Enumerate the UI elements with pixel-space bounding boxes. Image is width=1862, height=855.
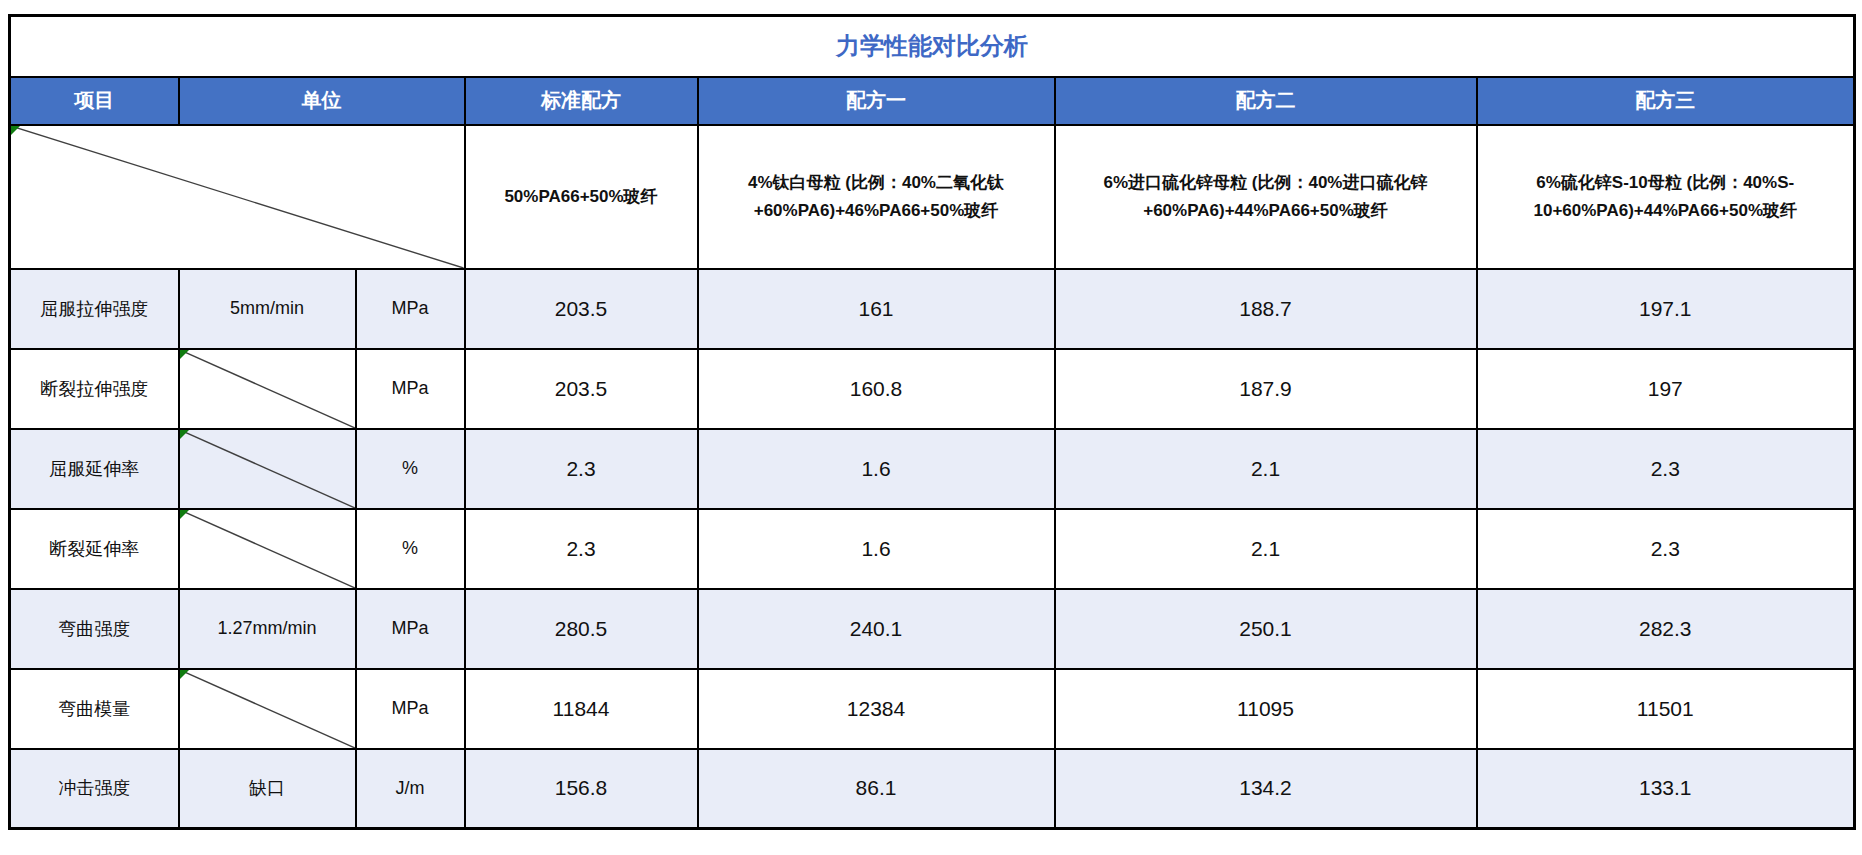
diagonal-line-icon bbox=[11, 126, 464, 268]
value-cell-formula-1: 240.1 bbox=[698, 589, 1055, 669]
diagonal-empty-cell bbox=[179, 509, 356, 589]
row-label: 屈服拉伸强度 bbox=[10, 269, 179, 349]
formula-1-description: 4%钛白母粒 (比例：40%二氧化钛+60%PA6)+46%PA66+50%玻纤 bbox=[698, 125, 1055, 269]
value-cell-formula-1: 161 bbox=[698, 269, 1055, 349]
row-label: 弯曲模量 bbox=[10, 669, 179, 749]
row-label: 冲击强度 bbox=[10, 749, 179, 829]
value-cell-formula-2: 11095 bbox=[1055, 669, 1477, 749]
value-cell-standard: 2.3 bbox=[465, 429, 698, 509]
diagonal-line-icon bbox=[180, 430, 355, 508]
test-condition-cell: 1.27mm/min bbox=[179, 589, 356, 669]
value-cell-formula-2: 134.2 bbox=[1055, 749, 1477, 829]
value-cell-formula-1: 160.8 bbox=[698, 349, 1055, 429]
value-cell-formula-1: 86.1 bbox=[698, 749, 1055, 829]
unit-cell: J/m bbox=[356, 749, 465, 829]
diagonal-empty-cell bbox=[179, 669, 356, 749]
column-header-item: 项目 bbox=[10, 77, 179, 125]
value-cell-formula-2: 2.1 bbox=[1055, 429, 1477, 509]
value-cell-standard: 2.3 bbox=[465, 509, 698, 589]
value-cell-formula-3: 2.3 bbox=[1477, 429, 1855, 509]
value-cell-formula-3: 197.1 bbox=[1477, 269, 1855, 349]
value-cell-formula-2: 250.1 bbox=[1055, 589, 1477, 669]
formula-2-description: 6%进口硫化锌母粒 (比例：40%进口硫化锌+60%PA6)+44%PA66+5… bbox=[1055, 125, 1477, 269]
value-cell-standard: 156.8 bbox=[465, 749, 698, 829]
value-cell-standard: 203.5 bbox=[465, 269, 698, 349]
value-cell-formula-3: 2.3 bbox=[1477, 509, 1855, 589]
column-header-formula-1: 配方一 bbox=[698, 77, 1055, 125]
column-header-formula-2: 配方二 bbox=[1055, 77, 1477, 125]
formula-3-description: 6%硫化锌S-10母粒 (比例：40%S-10+60%PA6)+44%PA66+… bbox=[1477, 125, 1855, 269]
column-header-formula-3: 配方三 bbox=[1477, 77, 1855, 125]
cell-flag-icon bbox=[180, 350, 189, 359]
diagonal-line-icon bbox=[180, 670, 355, 748]
mechanical-properties-table: 力学性能对比分析 项目 单位 标准配方 配方一 配方二 配方三 50%PA66+… bbox=[8, 14, 1856, 830]
value-cell-formula-3: 133.1 bbox=[1477, 749, 1855, 829]
row-label: 断裂拉伸强度 bbox=[10, 349, 179, 429]
row-label: 屈服延伸率 bbox=[10, 429, 179, 509]
diagonal-empty-cell bbox=[179, 429, 356, 509]
standard-formula-description: 50%PA66+50%玻纤 bbox=[465, 125, 698, 269]
test-condition-cell: 缺口 bbox=[179, 749, 356, 829]
value-cell-formula-3: 197 bbox=[1477, 349, 1855, 429]
value-cell-formula-3: 282.3 bbox=[1477, 589, 1855, 669]
cell-flag-icon bbox=[180, 510, 189, 519]
value-cell-formula-1: 1.6 bbox=[698, 429, 1055, 509]
diagonal-line-icon bbox=[180, 350, 355, 428]
value-cell-formula-2: 187.9 bbox=[1055, 349, 1477, 429]
value-cell-formula-3: 11501 bbox=[1477, 669, 1855, 749]
spreadsheet-table-area: 力学性能对比分析 项目 单位 标准配方 配方一 配方二 配方三 50%PA66+… bbox=[8, 14, 1856, 830]
page-title: 力学性能对比分析 bbox=[10, 16, 1855, 77]
cell-flag-icon bbox=[11, 126, 20, 135]
value-cell-formula-2: 188.7 bbox=[1055, 269, 1477, 349]
unit-cell: % bbox=[356, 429, 465, 509]
test-condition-cell: 5mm/min bbox=[179, 269, 356, 349]
row-label: 弯曲强度 bbox=[10, 589, 179, 669]
cell-flag-icon bbox=[180, 430, 189, 439]
diagonal-empty-cell bbox=[179, 349, 356, 429]
unit-cell: MPa bbox=[356, 669, 465, 749]
unit-cell: MPa bbox=[356, 269, 465, 349]
column-header-standard-formula: 标准配方 bbox=[465, 77, 698, 125]
value-cell-standard: 203.5 bbox=[465, 349, 698, 429]
value-cell-formula-2: 2.1 bbox=[1055, 509, 1477, 589]
unit-cell: MPa bbox=[356, 349, 465, 429]
column-header-unit: 单位 bbox=[179, 77, 465, 125]
row-label: 断裂延伸率 bbox=[10, 509, 179, 589]
value-cell-formula-1: 1.6 bbox=[698, 509, 1055, 589]
value-cell-standard: 11844 bbox=[465, 669, 698, 749]
cell-flag-icon bbox=[180, 670, 189, 679]
unit-cell: % bbox=[356, 509, 465, 589]
value-cell-standard: 280.5 bbox=[465, 589, 698, 669]
diagonal-line-icon bbox=[180, 510, 355, 588]
value-cell-formula-1: 12384 bbox=[698, 669, 1055, 749]
unit-cell: MPa bbox=[356, 589, 465, 669]
diagonal-split-header-cell bbox=[10, 125, 465, 269]
